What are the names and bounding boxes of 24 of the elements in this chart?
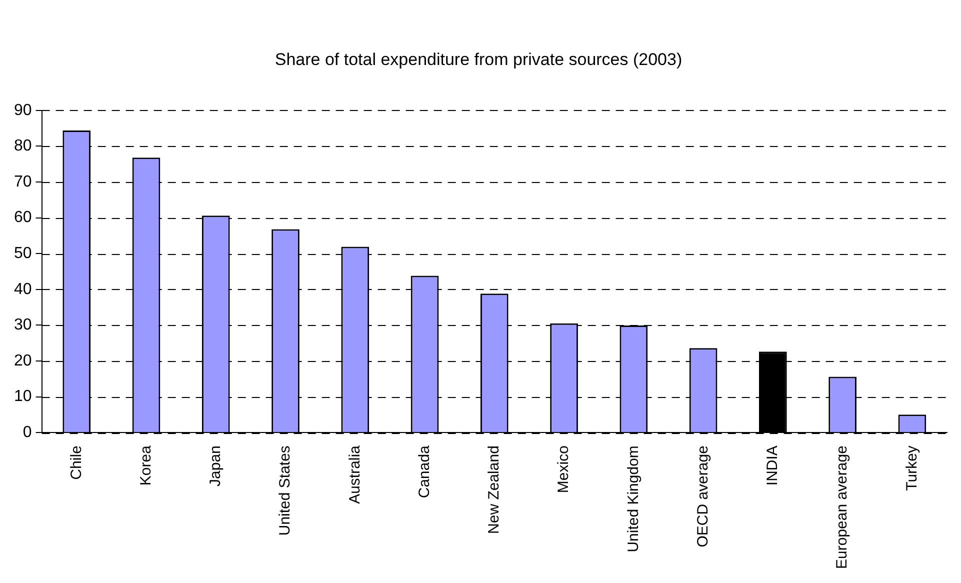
x-tick-label: Mexico: [555, 446, 572, 494]
x-tick-label: INDIA: [764, 446, 782, 486]
y-tick-label: 0: [22, 424, 32, 441]
x-tick-label: United States: [276, 446, 294, 536]
chart-title: Share of total expenditure from private sources (2003): [274, 50, 682, 69]
y-tick-label: 70: [14, 173, 32, 190]
x-tick-label: Chile: [68, 446, 85, 480]
x-tick-label: New Zealand: [486, 446, 503, 534]
y-tick-label: 30: [14, 316, 32, 334]
x-tick-label: Australia: [346, 444, 364, 504]
y-tick-label: 60: [14, 209, 32, 226]
x-tick-label: European average: [834, 446, 851, 570]
x-tick-label: United Kingdom: [624, 446, 642, 552]
y-tick-label: 80: [14, 138, 32, 155]
x-tick-label: Korea: [137, 444, 154, 486]
x-tick-label: Japan: [207, 446, 224, 486]
x-tick-label: OECD average: [694, 446, 712, 548]
y-tick-label: 10: [14, 388, 32, 406]
x-tick-label: Canada: [416, 444, 433, 498]
y-tick-label: 40: [14, 280, 32, 298]
y-tick-label: 50: [14, 244, 32, 262]
y-tick-label: 20: [14, 352, 32, 370]
x-tick-label: Turkey: [903, 445, 920, 491]
y-tick-label: 90: [14, 102, 32, 119]
